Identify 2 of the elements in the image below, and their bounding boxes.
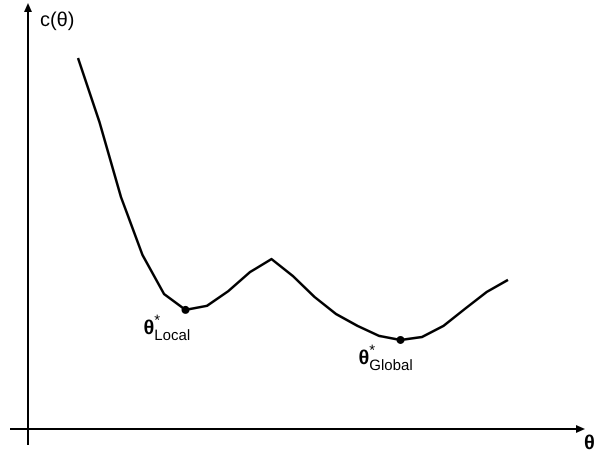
x-axis-title: θ — [584, 432, 595, 454]
y-axis-title: c(θ) — [40, 9, 74, 31]
